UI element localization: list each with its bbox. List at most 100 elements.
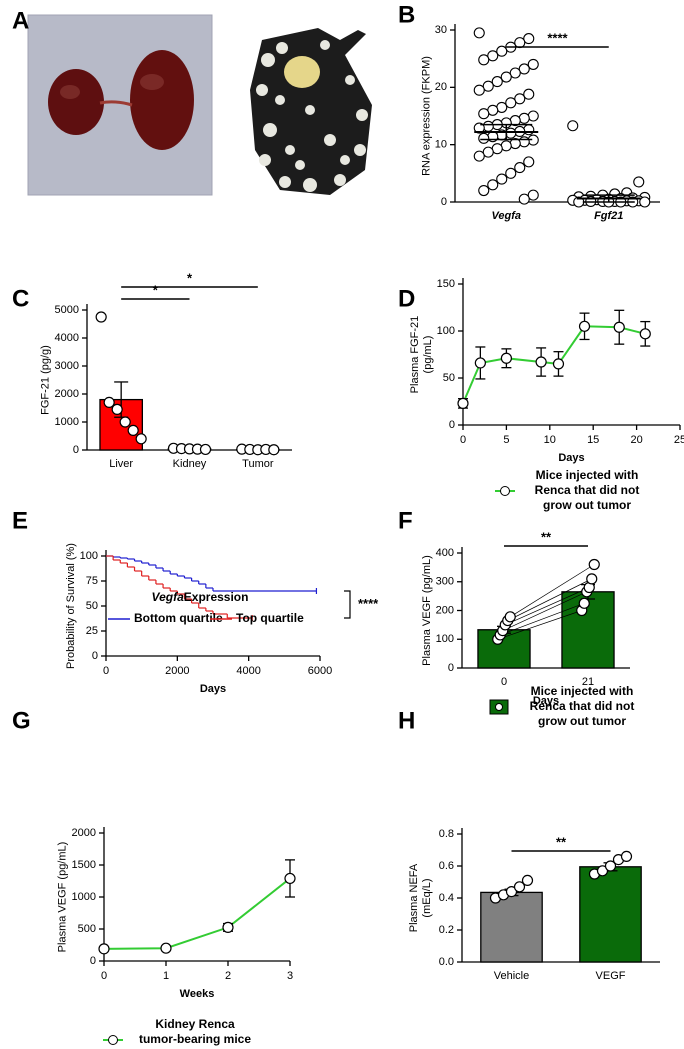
x-axis-label: Days xyxy=(200,683,226,695)
y-tick-label: 30 xyxy=(435,24,447,36)
legend-label: Renca that did not xyxy=(535,483,640,497)
pair-line xyxy=(500,602,585,636)
y-tick-label: 200 xyxy=(436,604,454,616)
y-tick-label: 0 xyxy=(92,650,98,662)
data-point xyxy=(613,321,625,333)
y-tick-label: 2000 xyxy=(72,827,96,839)
data-point xyxy=(505,97,517,109)
y-tick-label: 50 xyxy=(443,372,455,384)
data-point xyxy=(222,921,234,934)
error-bar xyxy=(582,194,635,203)
pair-line xyxy=(507,578,592,621)
data-point xyxy=(604,860,617,872)
y-tick-label: 75 xyxy=(86,575,98,587)
y-tick-label: 0.6 xyxy=(439,860,454,872)
x-tick-label: 0 xyxy=(101,970,107,982)
y-axis-label: FGF-21 (pg/g) xyxy=(40,345,52,415)
legend-label: Bottom quartile xyxy=(134,611,223,625)
data-point xyxy=(268,444,280,456)
y-axis-label: (pg/mL) xyxy=(422,336,434,374)
y-tick-label: 25 xyxy=(86,625,98,637)
data-point xyxy=(552,358,565,370)
data-point xyxy=(478,54,490,66)
y-tick-label: 0 xyxy=(449,419,455,431)
data-point xyxy=(523,88,535,100)
significance-label: **** xyxy=(547,30,568,45)
y-axis-label: Plasma NEFA xyxy=(408,863,420,932)
significance-label: ** xyxy=(541,529,552,544)
legend-label: grow out tumor xyxy=(538,714,626,728)
x-tick-label: 25 xyxy=(674,434,684,446)
data-point xyxy=(518,112,530,124)
x-tick-label: 3 xyxy=(287,970,293,982)
y-tick-label: 10 xyxy=(435,139,447,151)
data-point xyxy=(527,110,539,122)
data-point xyxy=(639,328,651,340)
data-point xyxy=(588,558,600,571)
x-tick-label: Fgf21 xyxy=(594,210,623,222)
data-point xyxy=(284,872,296,885)
photo-tumor xyxy=(250,28,372,195)
y-axis-label: Plasma VEGF (pg/mL) xyxy=(57,842,69,953)
x-tick-label: 5 xyxy=(503,434,509,446)
panel-label: D xyxy=(398,285,415,312)
x-tick-label: Kidney xyxy=(173,458,207,470)
data-point xyxy=(518,63,530,75)
y-tick-label: 50 xyxy=(86,600,98,612)
y-tick-label: 3000 xyxy=(55,360,79,372)
legend-title-gene: Vegfa xyxy=(152,590,185,604)
x-axis-label: Weeks xyxy=(180,988,215,1000)
data-point xyxy=(496,45,508,57)
x-tick-label: 15 xyxy=(587,434,599,446)
significance-label: * xyxy=(153,282,159,297)
data-point xyxy=(578,597,590,609)
data-point xyxy=(473,150,485,162)
pair-line xyxy=(497,610,582,640)
data-point xyxy=(523,124,535,136)
x-tick-label: 10 xyxy=(544,434,556,446)
y-tick-label: 0 xyxy=(441,196,447,208)
panel-label: H xyxy=(398,707,415,734)
panel-label: C xyxy=(12,285,29,312)
data-point xyxy=(103,396,115,408)
data-point xyxy=(500,352,512,364)
y-tick-label: 0 xyxy=(448,662,454,674)
data-point xyxy=(513,881,526,893)
legend-label: Mice injected with xyxy=(536,468,639,482)
legend-label: tumor-bearing mice xyxy=(139,1032,251,1046)
y-tick-label: 5000 xyxy=(55,304,79,316)
x-tick-label: 6000 xyxy=(308,665,332,677)
data-point xyxy=(521,874,534,887)
y-tick-label: 1000 xyxy=(72,891,96,903)
data-point xyxy=(620,850,633,863)
legend-marker xyxy=(108,1035,118,1045)
data-point xyxy=(586,573,598,585)
data-point xyxy=(119,416,131,428)
data-point xyxy=(135,433,147,445)
significance-label: ** xyxy=(556,834,567,849)
data-point xyxy=(98,943,110,955)
legend-label: Renca that did not xyxy=(530,699,635,713)
x-tick-label: 0 xyxy=(460,434,466,446)
y-axis-label: Plasma FGF-21 xyxy=(409,316,421,394)
data-point xyxy=(160,942,172,954)
y-tick-label: 150 xyxy=(437,278,455,290)
y-tick-label: 100 xyxy=(80,550,98,562)
x-tick-label: Tumor xyxy=(242,458,274,470)
panel-label: E xyxy=(12,507,28,534)
panel-label: G xyxy=(12,707,31,734)
x-tick-label: 0 xyxy=(501,676,507,688)
y-tick-label: 1000 xyxy=(55,416,79,428)
legend-marker xyxy=(500,486,510,496)
legend-title-rest: Expression xyxy=(184,590,249,604)
data-point xyxy=(505,167,517,179)
x-axis-label: Days xyxy=(558,452,584,464)
data-point xyxy=(505,127,517,139)
y-tick-label: 0.2 xyxy=(439,924,454,936)
data-point xyxy=(639,196,651,208)
x-tick-label: 21 xyxy=(582,676,594,688)
data-point xyxy=(596,865,609,877)
x-tick-label: Liver xyxy=(109,458,133,470)
data-point xyxy=(567,120,579,132)
